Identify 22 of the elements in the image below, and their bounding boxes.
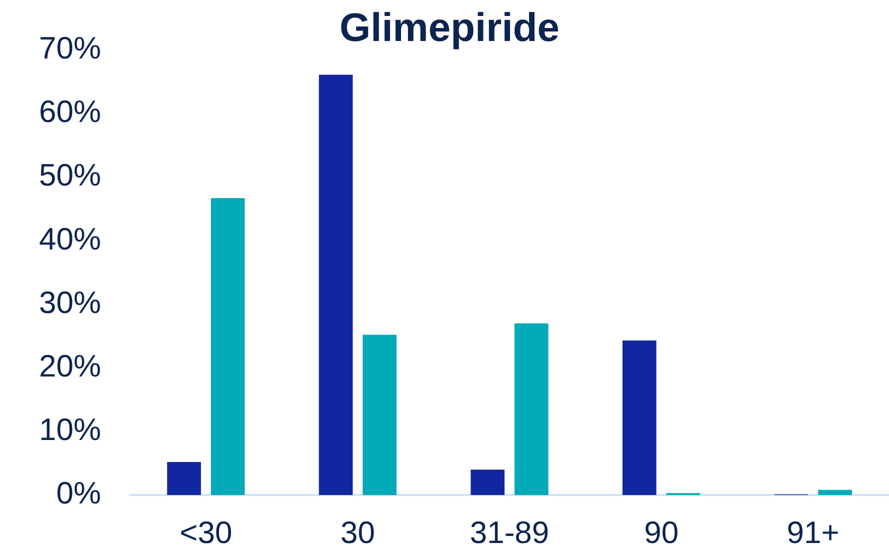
bar (362, 334, 397, 495)
bar (470, 470, 505, 495)
x-tick-label: 30 (340, 515, 375, 550)
y-tick-label: 60% (39, 94, 102, 130)
y-tick-label: 40% (39, 221, 102, 256)
x-tick-label: 90 (644, 515, 679, 550)
bar (622, 340, 656, 495)
bar (210, 198, 245, 495)
y-tick-label: 70% (39, 30, 102, 66)
x-tick-label: 31-89 (470, 515, 550, 550)
y-tick-label: 20% (39, 348, 102, 384)
y-tick-label: 0% (56, 476, 102, 511)
bar (818, 490, 852, 495)
y-tick-label: 10% (39, 412, 102, 447)
bar (318, 74, 353, 495)
y-tick-label: 50% (39, 158, 102, 193)
x-tick-label: 91+ (786, 515, 840, 550)
bar (514, 323, 548, 495)
y-tick-label: 30% (39, 284, 102, 320)
x-tick-label: <30 (180, 515, 232, 550)
bar (167, 462, 201, 495)
chart-title: Glimepiride (339, 6, 560, 50)
